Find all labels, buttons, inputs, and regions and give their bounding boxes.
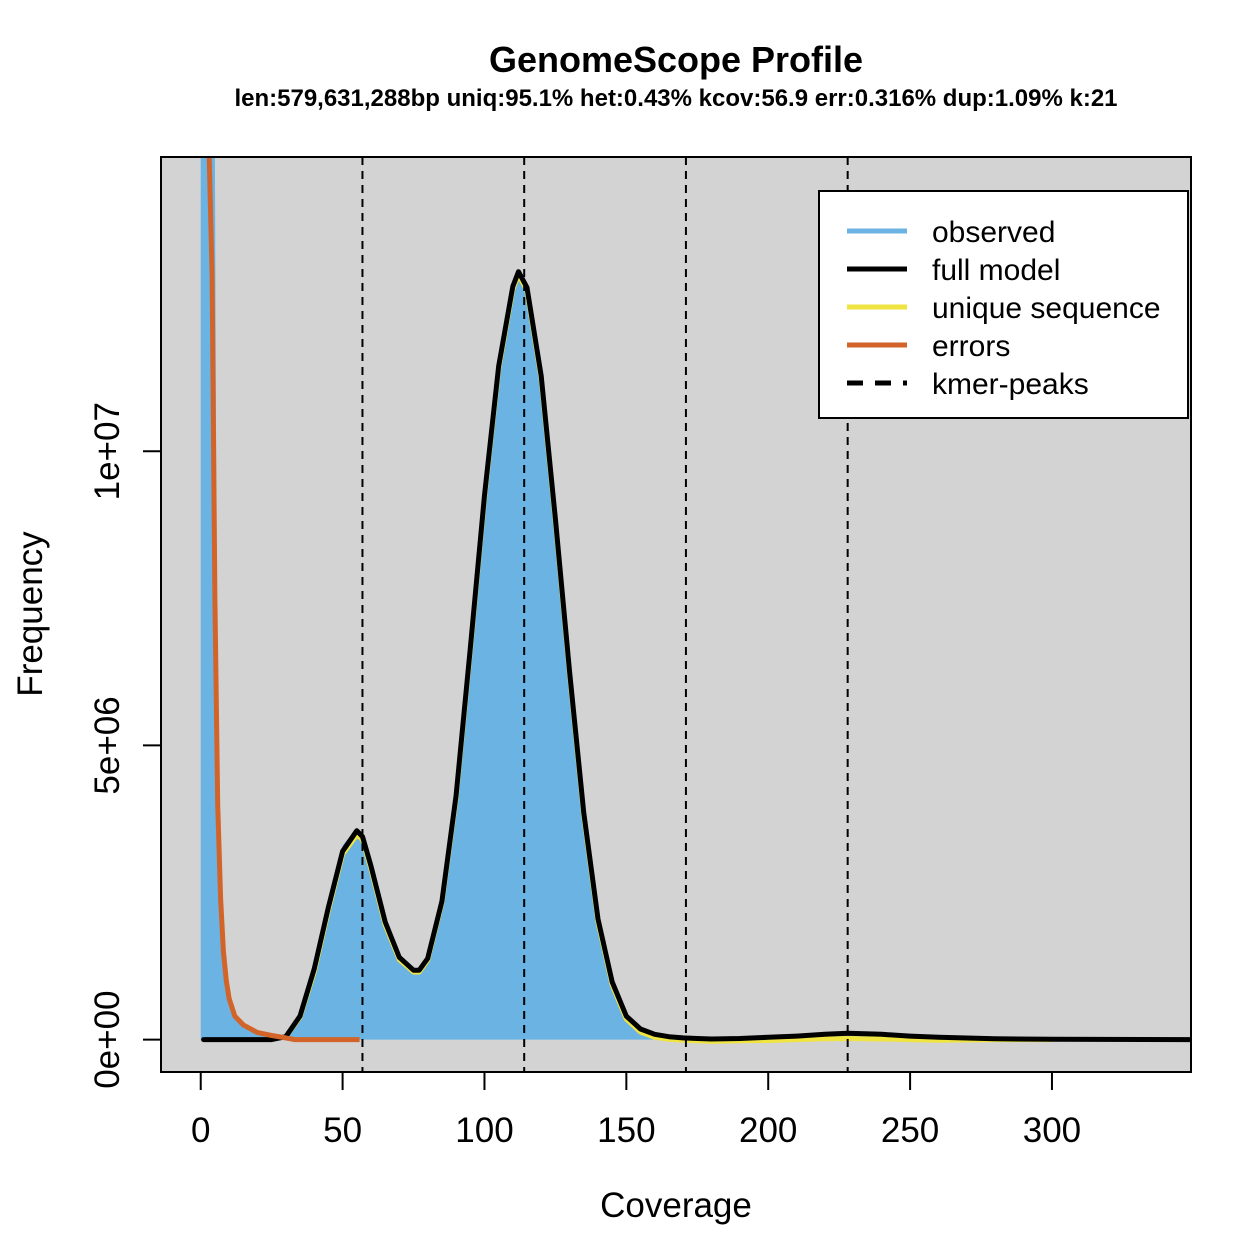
legend-label: unique sequence xyxy=(932,292,1161,325)
x-axis-label: Coverage xyxy=(600,1186,752,1225)
chart-subtitle: len:579,631,288bp uniq:95.1% het:0.43% k… xyxy=(234,85,1117,112)
legend-label: errors xyxy=(932,330,1010,363)
chart-title: GenomeScope Profile xyxy=(489,39,863,80)
kmer-peaks-layer xyxy=(361,157,849,1072)
legend-label: observed xyxy=(932,216,1055,249)
x-axis: 0 50 100 150 200 250 300 xyxy=(191,1071,1081,1150)
legend-label: full model xyxy=(932,254,1060,287)
y-tick-label: 5e+06 xyxy=(88,696,127,794)
x-tick-label: 0 xyxy=(191,1111,210,1150)
x-tick-label: 250 xyxy=(881,1111,939,1150)
y-tick-label: 1e+07 xyxy=(88,402,127,500)
series-full-model xyxy=(201,269,1191,1043)
x-tick-label: 50 xyxy=(323,1111,362,1150)
x-tick-label: 100 xyxy=(455,1111,513,1150)
series-errors xyxy=(206,157,360,1043)
legend-label: kmer-peaks xyxy=(932,368,1089,401)
x-tick-label: 300 xyxy=(1023,1111,1081,1150)
x-tick-label: 150 xyxy=(597,1111,655,1150)
y-axis: 0e+00 5e+06 1e+07 xyxy=(88,402,162,1089)
legend: observed full model unique sequence errors k… xyxy=(818,190,1189,419)
x-tick-label: 200 xyxy=(739,1111,797,1150)
y-tick-label: 0e+00 xyxy=(88,990,127,1088)
y-axis-label: Frequency xyxy=(11,531,50,697)
series-layer xyxy=(200,157,1191,1044)
